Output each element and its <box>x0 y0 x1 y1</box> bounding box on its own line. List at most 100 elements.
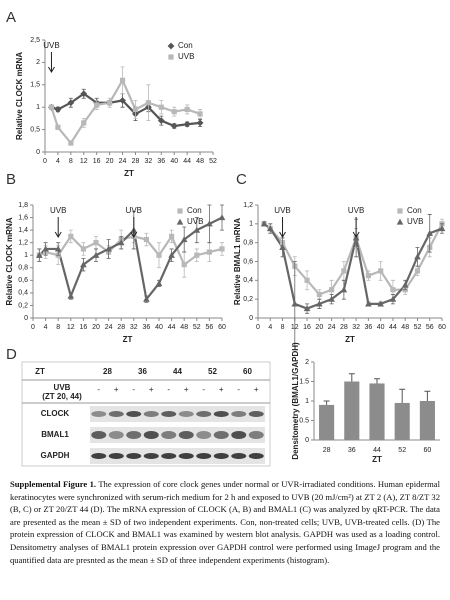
blot-band <box>213 431 229 439</box>
blot-band <box>91 453 107 459</box>
marker <box>183 120 191 128</box>
marker <box>54 245 62 252</box>
marker <box>206 220 213 227</box>
x-tick-label: 16 <box>303 324 311 331</box>
x-tick-label: 28 <box>117 324 125 331</box>
marker <box>143 295 150 302</box>
blot-band <box>196 453 212 459</box>
y-tick-label: 1,6 <box>18 214 28 221</box>
x-tick-label: 28 <box>323 447 331 454</box>
panel-letter: A <box>6 9 16 26</box>
y-tick-label: 0.5 <box>299 417 309 424</box>
panel-letter: C <box>236 171 247 188</box>
marker <box>401 281 409 288</box>
x-tick-label: 20 <box>106 158 114 165</box>
x-tick-label: 48 <box>180 324 188 331</box>
y-tick-label: 2,5 <box>30 37 40 44</box>
blot-band <box>143 453 159 459</box>
y-axis-label: Relative CLOCK mRNA <box>5 217 14 305</box>
y-tick-label: 0 <box>36 149 40 156</box>
x-tick-label: 40 <box>170 158 178 165</box>
y-tick-label: 1.5 <box>299 378 309 385</box>
blot-lane: - <box>202 385 205 394</box>
x-tick-label: 24 <box>105 324 113 331</box>
marker <box>117 239 125 246</box>
marker <box>105 245 112 252</box>
blot-band <box>161 453 177 459</box>
x-tick-label: 52 <box>414 324 422 331</box>
blot-band <box>161 411 177 417</box>
y-tick-label: 0,4 <box>18 290 28 297</box>
marker <box>390 287 396 293</box>
y-tick-label: 2 <box>305 359 309 366</box>
blot-band <box>91 411 107 417</box>
marker <box>92 251 100 258</box>
x-tick-label: 36 <box>348 447 356 454</box>
bar <box>419 401 435 440</box>
marker <box>54 106 62 113</box>
marker <box>107 100 113 106</box>
marker <box>181 262 187 268</box>
marker <box>132 106 139 113</box>
x-tick-label: 4 <box>44 324 48 331</box>
legend-label: Con <box>407 206 422 215</box>
error-bar <box>424 390 431 401</box>
x-tick-label: 28 <box>340 324 348 331</box>
blot-treatment-sub: (ZT 20, 44) <box>42 392 82 401</box>
x-tick-label: 48 <box>401 324 409 331</box>
blot-band <box>126 453 142 459</box>
marker <box>266 225 274 232</box>
blot-band <box>213 453 229 459</box>
marker <box>170 122 178 130</box>
error-bar <box>399 388 406 403</box>
x-tick-label: 44 <box>389 324 397 331</box>
blot-zt-label: ZT <box>35 367 45 376</box>
y-tick-label: 0,6 <box>243 258 253 265</box>
blot-strip <box>90 448 265 464</box>
annotation: UVB <box>43 41 59 50</box>
marker <box>194 252 200 258</box>
x-axis-label: ZT <box>124 169 134 178</box>
y-tick-label: 0,2 <box>18 302 28 309</box>
x-tick-label: 60 <box>218 324 226 331</box>
marker <box>94 102 100 108</box>
caption-text: The expression of core clock genes under… <box>10 479 440 565</box>
y-tick-label: 1,2 <box>18 240 28 247</box>
blot-protein: BMAL1 <box>41 430 69 439</box>
blot-timepoint: 36 <box>138 367 147 376</box>
annotation-arrow <box>130 217 138 238</box>
x-tick-label: 36 <box>157 158 165 165</box>
marker <box>316 291 322 298</box>
marker <box>378 268 384 274</box>
panel-letter: D <box>6 346 17 363</box>
blot-lane: + <box>149 385 154 394</box>
x-tick-label: 60 <box>424 447 432 454</box>
y-tick-label: 0,8 <box>18 265 28 272</box>
marker <box>219 246 225 252</box>
marker <box>119 77 126 83</box>
x-tick-label: 4 <box>56 158 60 165</box>
blot-lane: + <box>184 385 189 394</box>
marker <box>438 225 446 232</box>
y-axis-label: Relative BMAL1 mRNA <box>233 218 242 305</box>
x-axis-label: ZT <box>372 455 382 464</box>
blot-band <box>231 411 247 417</box>
marker <box>414 253 421 260</box>
x-tick-label: 24 <box>328 324 336 331</box>
marker <box>260 220 268 227</box>
marker <box>168 54 174 60</box>
x-tick-label: 44 <box>373 447 381 454</box>
y-tick-label: 2 <box>36 59 40 66</box>
error-bar <box>348 373 355 382</box>
series-line <box>38 234 223 267</box>
blot-timepoint: 52 <box>208 367 217 376</box>
marker <box>193 226 201 233</box>
marker <box>196 119 204 127</box>
x-tick-label: 0 <box>31 324 35 331</box>
marker <box>168 251 175 258</box>
blot-band <box>213 411 229 417</box>
blot-band <box>126 411 142 417</box>
marker <box>414 268 421 274</box>
